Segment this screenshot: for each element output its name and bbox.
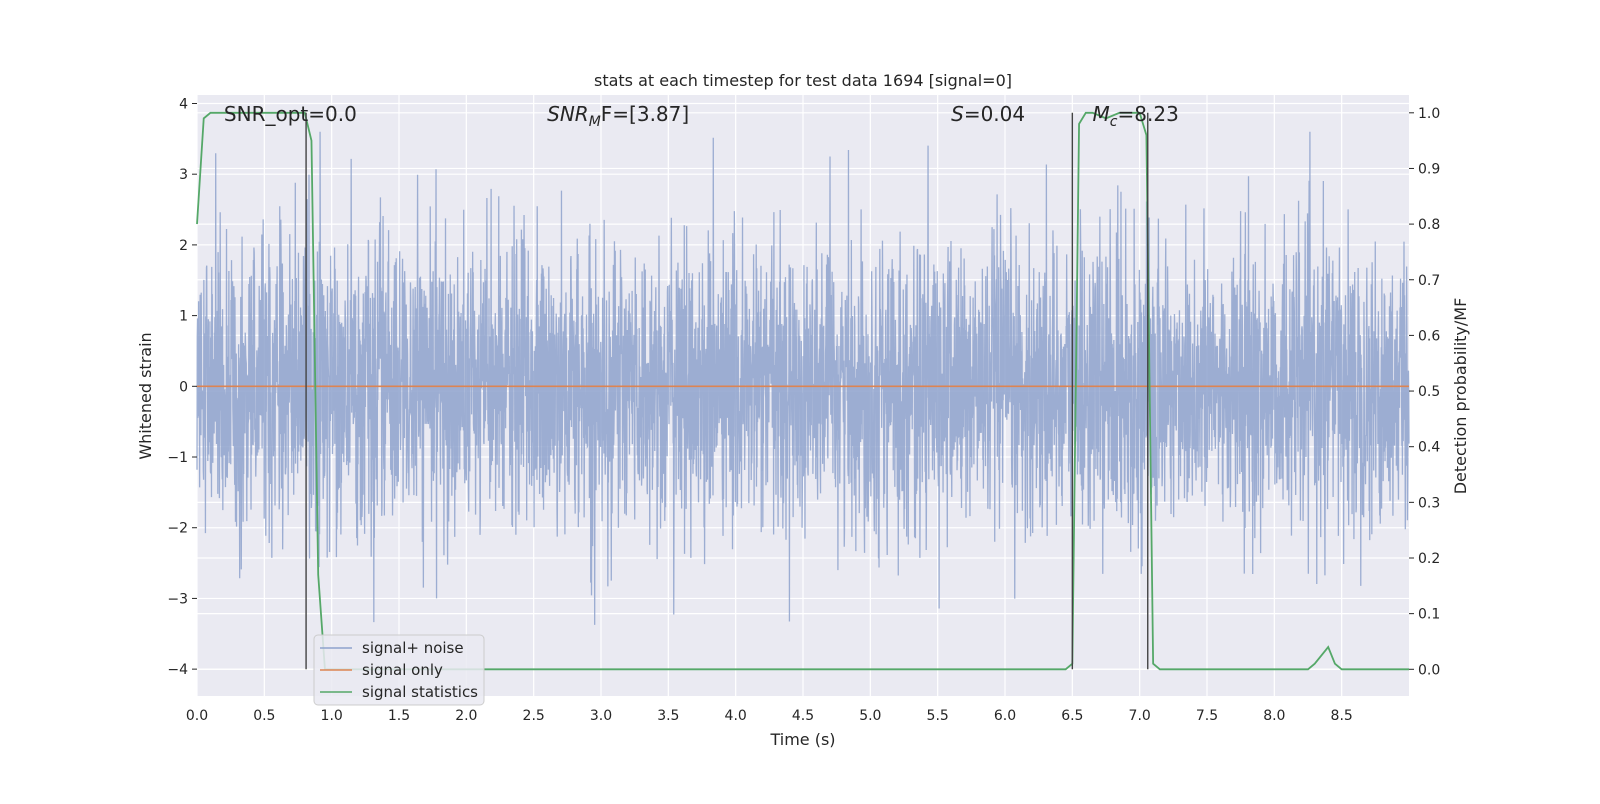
y2-tick-label: 1.0: [1418, 106, 1440, 122]
x-axis-label: Time (s): [769, 730, 835, 749]
y2-tick-label: 0.4: [1418, 440, 1440, 456]
x-tick-label: 7.0: [1129, 708, 1151, 724]
annotation-part: S: [951, 102, 964, 126]
annotation-snr-mf: SNRMF=[3.87]: [547, 102, 689, 130]
noise-trace: [196, 131, 1410, 625]
x-tick-label: 5.5: [927, 708, 949, 724]
signal-statistics-line: [196, 111, 1409, 671]
y2-tick-label: 0.2: [1418, 551, 1440, 567]
annotation-part: F=[3.87]: [601, 102, 689, 126]
x-tick-label: 5.0: [859, 708, 881, 724]
annotation-part: =0.04: [964, 102, 1025, 126]
x-tick-label: 8.0: [1263, 708, 1285, 724]
y2-tick-label: 0.8: [1418, 217, 1440, 233]
legend-label-signal-only: signal only: [362, 661, 443, 679]
legend-box: [313, 634, 485, 706]
x-tick-label: 3.0: [590, 708, 612, 724]
x-tick-label: 3.5: [657, 708, 679, 724]
y2-tick-label: 0.1: [1418, 607, 1440, 623]
y2-tick-label: 0.7: [1418, 273, 1440, 289]
vertical-markers: [305, 112, 1149, 670]
x-tick-label: 2.0: [455, 708, 477, 724]
y-tick-label: 1: [179, 309, 188, 325]
x-tick-label: 7.5: [1196, 708, 1218, 724]
x-tick-label: 1.5: [388, 708, 410, 724]
y-tick-label: −4: [167, 662, 188, 678]
annotations: SNR_opt=0.0 SNRMF=[3.87] S=0.04 Mc=8.23: [224, 102, 1179, 130]
y-tick-label: 4: [179, 96, 188, 112]
x-tick-label: 4.5: [792, 708, 814, 724]
legend-label-signal-statistics: signal statistics: [362, 683, 478, 701]
x-tick-label: 8.5: [1331, 708, 1353, 724]
y-tick-label: 0: [179, 379, 188, 395]
annotation-part: SNR: [547, 102, 589, 126]
y2-axis-label: Detection probability/MF: [1451, 298, 1470, 495]
x-tick-label: 2.5: [523, 708, 545, 724]
x-tick-label: 4.0: [725, 708, 747, 724]
y-axis-label: Whitened strain: [136, 332, 155, 459]
chart-title: stats at each timestep for test data 169…: [594, 71, 1012, 90]
annotation-part: M: [1093, 102, 1110, 126]
y2-tick-label: 0.5: [1418, 384, 1440, 400]
series-signal-noise: [196, 131, 1410, 625]
x-tick-label: 1.0: [321, 708, 343, 724]
x-tick-label: 0.5: [253, 708, 275, 724]
annotation-subscript: M: [589, 114, 601, 130]
legend-label-signal-noise: signal+ noise: [362, 639, 464, 657]
annotation-s: S=0.04: [951, 102, 1025, 126]
legend: signal+ noise signal only signal statist…: [313, 634, 485, 706]
series-lines: [196, 111, 1409, 671]
annotation-mc: Mc=8.23: [1093, 102, 1179, 130]
y-tick-label: −3: [167, 591, 188, 607]
x-tick-label: 6.0: [994, 708, 1016, 724]
y2-tick-label: 0.3: [1418, 495, 1440, 511]
annotation-part: =8.23: [1118, 102, 1179, 126]
y2-tick-label: 0.9: [1418, 161, 1440, 177]
y-tick-label: 3: [179, 167, 188, 183]
x-tick-label: 6.5: [1061, 708, 1083, 724]
y2-tick-label: 0.6: [1418, 328, 1440, 344]
annotation-subscript: c: [1110, 114, 1118, 130]
annotation-snr-opt: SNR_opt=0.0: [224, 102, 357, 126]
tick-labels: 0.0 0.5 1.0 1.5 2.0 2.5 3.0 3.5 4.0 4.5 5.0 5.5 6.0 6…: [167, 96, 1440, 724]
y-tick-label: 2: [179, 238, 188, 254]
y2-tick-label: 0.0: [1418, 662, 1440, 678]
y-tick-label: −2: [167, 521, 188, 537]
x-tick-label: 0.0: [186, 708, 208, 724]
y-tick-label: −1: [167, 450, 188, 466]
